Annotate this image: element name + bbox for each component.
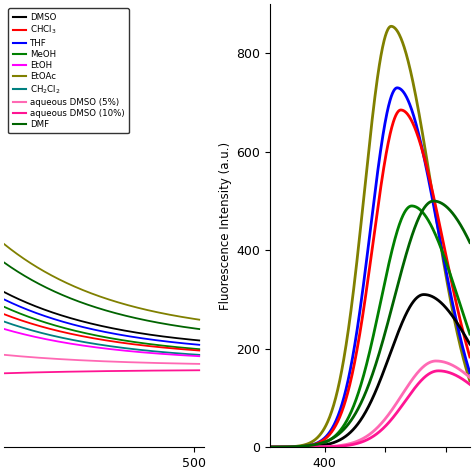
Y-axis label: Fluorescence Intensity (a.u.): Fluorescence Intensity (a.u.) [219,142,232,310]
Legend: DMSO, CHCl$_3$, THF, MeOH, EtOH, EtOAc, CH$_2$Cl$_2$, aqueous DMSO (5%), aqueous: DMSO, CHCl$_3$, THF, MeOH, EtOH, EtOAc, … [9,9,129,134]
